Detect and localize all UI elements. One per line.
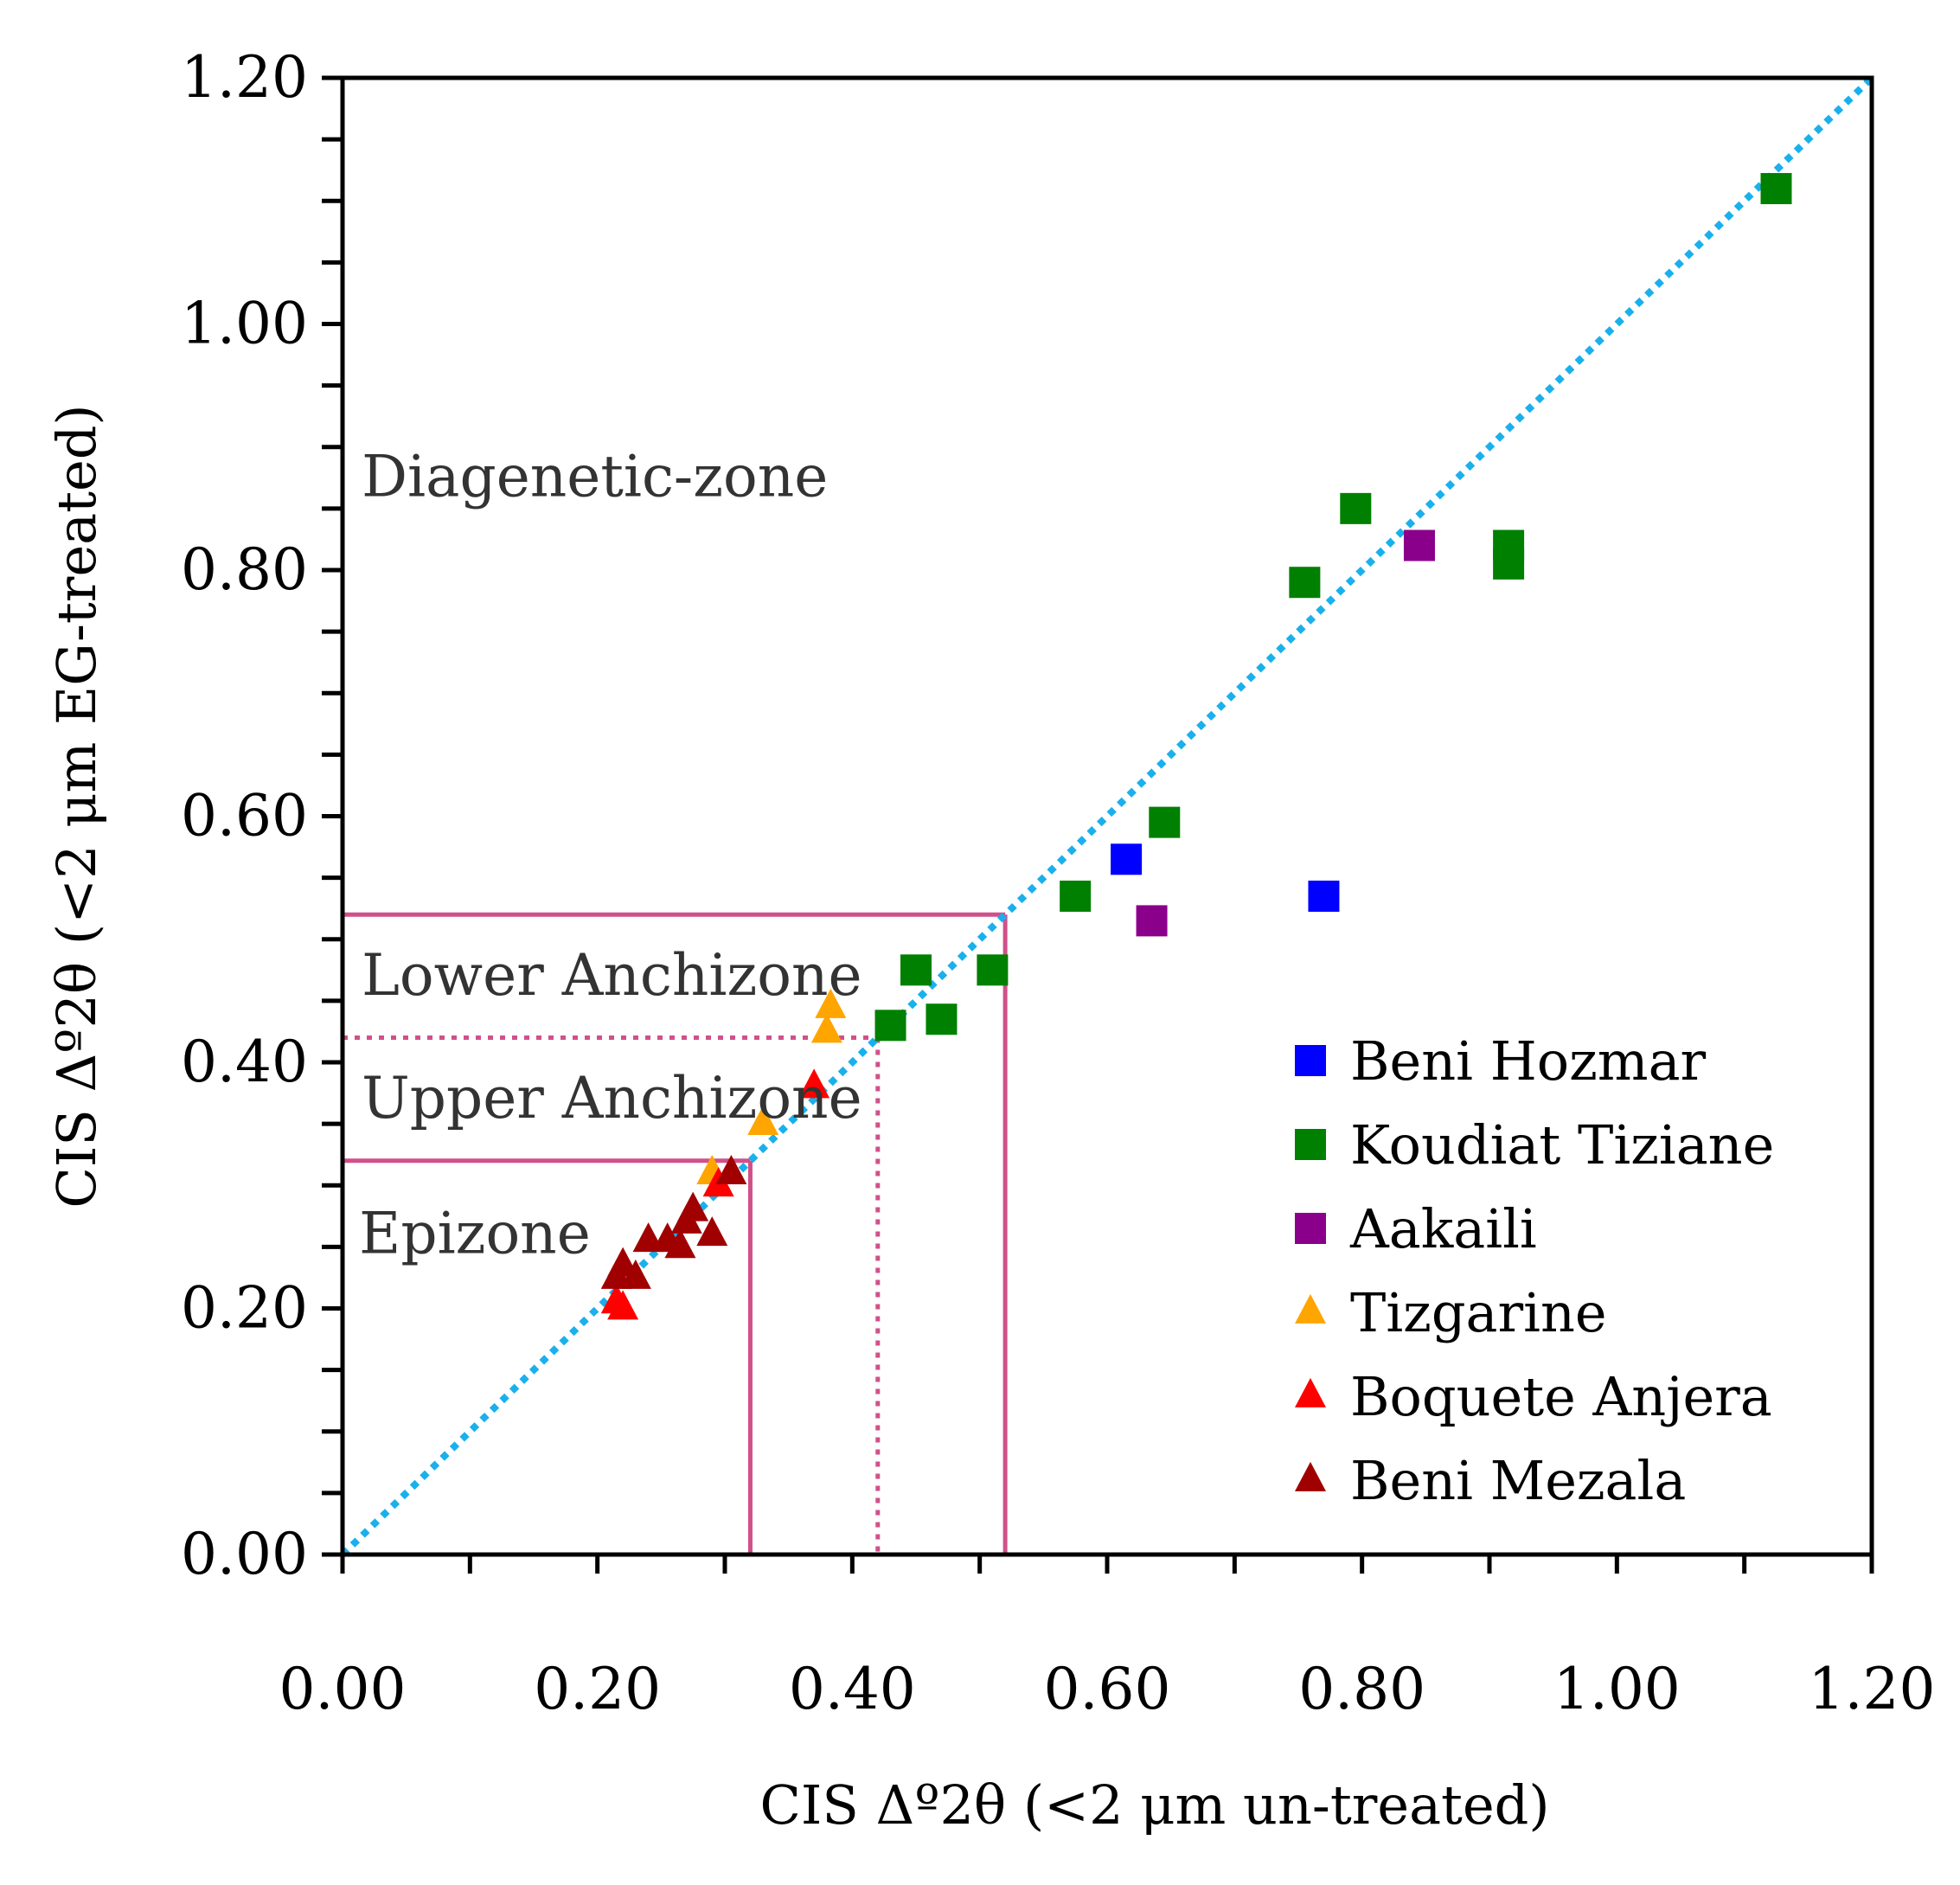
point-aakaili-0 [1136, 905, 1168, 937]
legend-label-beni-hozmar: Beni Hozmar [1350, 1029, 1707, 1093]
y-tick-labels: 0.00 0.20 0.40 0.60 0.80 1.00 1.20 [181, 44, 308, 1587]
zone-label-diagenetic-zone: Diagenetic-zone [362, 444, 828, 510]
legend-label-koudiat-tiziane: Koudiat Tiziane [1350, 1113, 1774, 1177]
point-tizgarine-3 [815, 988, 847, 1018]
data-points [600, 173, 1792, 1320]
legend-label-boquete-anjera: Boquete Anjera [1350, 1365, 1772, 1428]
legend: Beni Hozmar Koudiat Tiziane Aakaili Tizgari… [1295, 1029, 1774, 1512]
point-boquete-anjera-3 [798, 1068, 830, 1099]
x-tick-label-4: 0.80 [1298, 1656, 1425, 1722]
point-boquete-anjera-1 [607, 1290, 639, 1320]
x-tick-label-0: 0.00 [279, 1656, 407, 1722]
point-koudiat-tiziane-9 [1493, 548, 1525, 580]
legend-marker-boquete-anjera [1295, 1377, 1326, 1407]
point-beni-hozmar-1 [1308, 880, 1340, 912]
point-koudiat-tiziane-7 [1340, 492, 1372, 524]
point-koudiat-tiziane-5 [1149, 806, 1181, 838]
y-tick-label-3: 0.60 [181, 783, 308, 850]
y-tick-label-2: 0.40 [181, 1029, 308, 1095]
zone-label-upper-anchizone: Upper Anchizone [362, 1065, 862, 1132]
legend-marker-aakaili [1295, 1213, 1326, 1244]
point-beni-mezala-9 [715, 1154, 747, 1184]
point-koudiat-tiziane-2 [926, 1003, 958, 1035]
legend-marker-beni-mezala [1295, 1461, 1326, 1491]
x-tick-label-5: 1.00 [1553, 1656, 1681, 1722]
point-aakaili-1 [1403, 529, 1435, 561]
point-beni-mezala-8 [696, 1216, 728, 1247]
point-tizgarine-2 [810, 1013, 842, 1043]
point-beni-mezala-7 [677, 1191, 709, 1221]
zone-boundaries [343, 912, 1008, 1555]
y-axis-title: CIS Δº2θ (<2 μm EG-treated) [45, 404, 108, 1208]
x-tick-label-6: 1.20 [1809, 1656, 1936, 1722]
y-tick-label-6: 1.20 [181, 44, 308, 111]
legend-marker-tizgarine [1295, 1293, 1326, 1324]
y-tick-label-1: 0.20 [181, 1275, 308, 1342]
legend-marker-beni-hozmar [1295, 1045, 1326, 1076]
legend-label-aakaili: Aakaili [1349, 1197, 1537, 1260]
legend-marker-koudiat-tiziane [1295, 1129, 1326, 1160]
x-axis-title: CIS Δº2θ (<2 μm un-treated) [759, 1773, 1549, 1837]
point-koudiat-tiziane-6 [1289, 567, 1321, 599]
point-beni-hozmar-0 [1111, 843, 1143, 875]
point-koudiat-tiziane-10 [1760, 173, 1792, 205]
zone-label-epizone: Epizone [359, 1200, 591, 1266]
x-tick-label-1: 0.20 [534, 1656, 661, 1722]
y-tick-label-4: 0.80 [181, 536, 308, 603]
legend-label-beni-mezala: Beni Mezala [1350, 1449, 1686, 1512]
zone-labels: Diagenetic-zone Lower Anchizone Upper Anch… [359, 444, 862, 1267]
point-beni-mezala-2 [619, 1259, 651, 1289]
legend-label-tizgarine: Tizgarine [1350, 1281, 1607, 1344]
reference-line-group [340, 75, 1874, 1557]
reference-line [340, 75, 1874, 1557]
point-beni-mezala-5 [664, 1228, 696, 1259]
x-tick-label-3: 0.60 [1044, 1656, 1171, 1722]
y-tick-label-5: 1.00 [181, 291, 308, 357]
point-tizgarine-1 [747, 1106, 779, 1136]
x-tick-labels: 0.00 0.20 0.40 0.60 0.80 1.00 1.20 [279, 1656, 1936, 1722]
y-tick-label-0: 0.00 [181, 1521, 308, 1587]
point-koudiat-tiziane-3 [977, 954, 1009, 986]
tick-marks [322, 75, 1874, 1574]
zone-label-lower-anchizone: Lower Anchizone [362, 942, 862, 1009]
x-tick-label-2: 0.40 [789, 1656, 916, 1722]
point-koudiat-tiziane-0 [874, 1010, 906, 1042]
point-koudiat-tiziane-1 [900, 954, 932, 986]
point-koudiat-tiziane-4 [1060, 880, 1092, 912]
